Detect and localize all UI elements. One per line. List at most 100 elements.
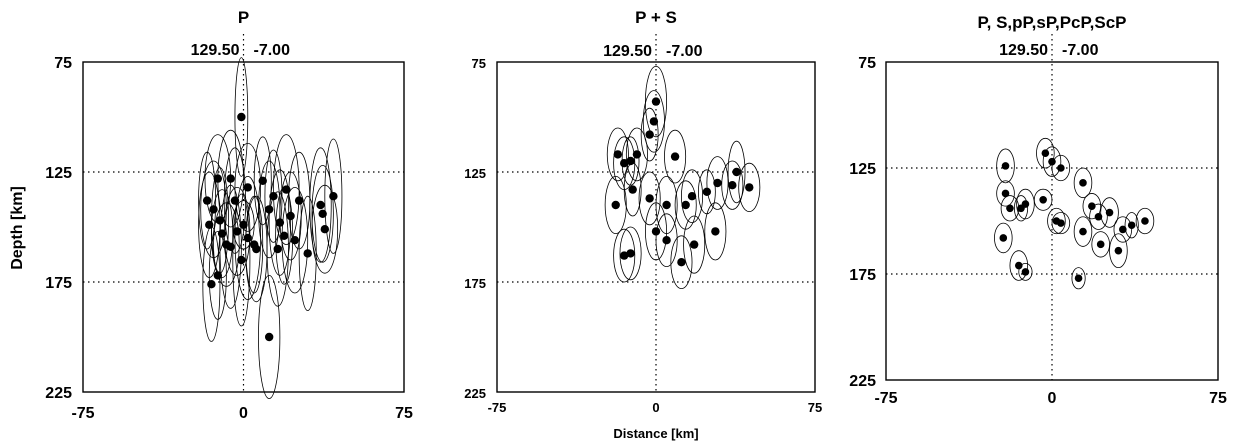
hypocenter-point xyxy=(273,244,282,254)
error-ellipse xyxy=(706,156,729,210)
error-ellipse xyxy=(234,57,249,177)
hypocenter-point xyxy=(226,242,235,251)
hypocenter-point xyxy=(732,167,741,177)
hypocenter-point xyxy=(1114,246,1123,255)
error-ellipse xyxy=(996,180,1015,207)
error-ellipse xyxy=(268,169,291,276)
hypocenter-point xyxy=(1079,179,1087,187)
hypocenter-point xyxy=(1057,164,1065,172)
hypocenter-point xyxy=(215,216,225,225)
error-ellipse xyxy=(645,202,668,261)
hypocenter-point xyxy=(282,185,291,194)
reference-longitude: 129.50 xyxy=(191,42,240,59)
hypocenter-point xyxy=(290,236,300,245)
error-ellipse xyxy=(1109,233,1128,269)
hypocenter-point xyxy=(689,240,699,249)
panel-1: P 129.50 -7.00 75 125 175 225 -75 0 75 xyxy=(45,8,413,422)
hypocenter-point xyxy=(1021,200,1030,208)
error-ellipse xyxy=(640,107,659,162)
error-ellipse xyxy=(1009,250,1029,281)
error-ellipse xyxy=(683,215,706,274)
y-tick-label: 175 xyxy=(464,276,486,291)
error-ellipse xyxy=(234,175,262,300)
hypocenter-point xyxy=(1006,204,1014,213)
error-ellipse xyxy=(258,274,281,399)
hypocenter-point xyxy=(662,200,671,210)
hypocenter-point xyxy=(713,178,722,188)
error-ellipse xyxy=(674,180,697,230)
error-ellipse xyxy=(219,184,242,309)
error-ellipse xyxy=(1073,167,1093,199)
x-tick-label: 0 xyxy=(652,400,659,415)
error-ellipse xyxy=(1089,203,1108,230)
hypocenter-point xyxy=(1088,202,1096,210)
panel-2: P + S 129.50 -7.00 75 125 175 225-75 0 75 xyxy=(464,8,822,415)
reference-longitude: 129.50 xyxy=(603,43,652,60)
hypocenter-point xyxy=(1105,208,1114,217)
hypocenter-point xyxy=(1119,225,1127,234)
hypocenter-point xyxy=(632,150,642,159)
hypocenter-point xyxy=(217,229,227,238)
error-ellipse xyxy=(281,186,309,294)
y-tick-label: 75 xyxy=(472,56,486,71)
panel-title: P + S xyxy=(635,8,677,27)
y-tick-label: 75 xyxy=(54,55,72,72)
hypocenter-point xyxy=(1015,261,1023,270)
hypocenter-point xyxy=(264,205,274,214)
error-ellipse xyxy=(311,164,334,263)
hypocenter-point xyxy=(645,194,654,203)
hypocenter-point xyxy=(320,225,330,234)
error-ellipse xyxy=(704,202,727,261)
y-tick-label: 225 xyxy=(45,385,72,402)
hypocenter-point xyxy=(1079,227,1087,236)
error-ellipse xyxy=(638,171,661,226)
y-tick-label: 225 xyxy=(464,386,486,401)
y-axis-label: Depth [km] xyxy=(9,186,26,270)
hypocenter-point xyxy=(243,183,252,192)
hypocenter-point xyxy=(1057,219,1065,227)
hypocenter-point xyxy=(628,185,637,194)
hypocenter-point xyxy=(728,181,737,190)
error-ellipse xyxy=(309,147,332,263)
hypocenter-point xyxy=(264,332,274,342)
panel-title: P, S,pP,sP,PcP,ScP xyxy=(977,13,1126,32)
error-ellipse xyxy=(1013,195,1029,222)
y-tick-label: 125 xyxy=(849,161,876,178)
error-ellipse xyxy=(996,148,1015,184)
y-tick-label: 125 xyxy=(464,166,486,181)
hypocenter-point xyxy=(1096,240,1105,249)
error-ellipse xyxy=(211,189,234,279)
hypocenter-point xyxy=(243,233,252,243)
error-ellipse xyxy=(1073,216,1093,247)
error-ellipse xyxy=(1047,207,1066,235)
error-ellipse xyxy=(1124,212,1139,239)
hypocenter-point xyxy=(651,97,661,106)
error-ellipse xyxy=(1071,267,1086,290)
hypocenter-point xyxy=(1041,149,1050,157)
hypocenter-point xyxy=(1094,212,1103,221)
y-tick-label: 175 xyxy=(45,275,72,292)
error-ellipse xyxy=(721,160,744,210)
error-ellipse xyxy=(1113,216,1133,243)
x-tick-label: -75 xyxy=(874,390,897,407)
error-ellipse xyxy=(1082,193,1102,220)
error-ellipse xyxy=(232,193,251,327)
hypocenter-point xyxy=(207,280,216,289)
error-ellipse xyxy=(664,129,687,184)
hypocenter-point xyxy=(645,130,654,139)
hypocenter-point xyxy=(677,258,686,267)
error-ellipse xyxy=(198,151,217,250)
error-ellipse xyxy=(1036,137,1055,169)
x-tick-label: 75 xyxy=(395,405,413,422)
hypocenter-point xyxy=(202,196,212,205)
y-tick-label: 125 xyxy=(45,165,72,182)
error-ellipse xyxy=(670,235,693,290)
hypocenter-point xyxy=(279,231,289,240)
reference-longitude: 129.50 xyxy=(999,42,1048,59)
error-ellipse xyxy=(606,127,629,182)
error-ellipse xyxy=(642,90,665,153)
hypocenter-point xyxy=(303,249,312,258)
error-ellipse xyxy=(1042,146,1062,177)
error-ellipse xyxy=(253,136,272,226)
